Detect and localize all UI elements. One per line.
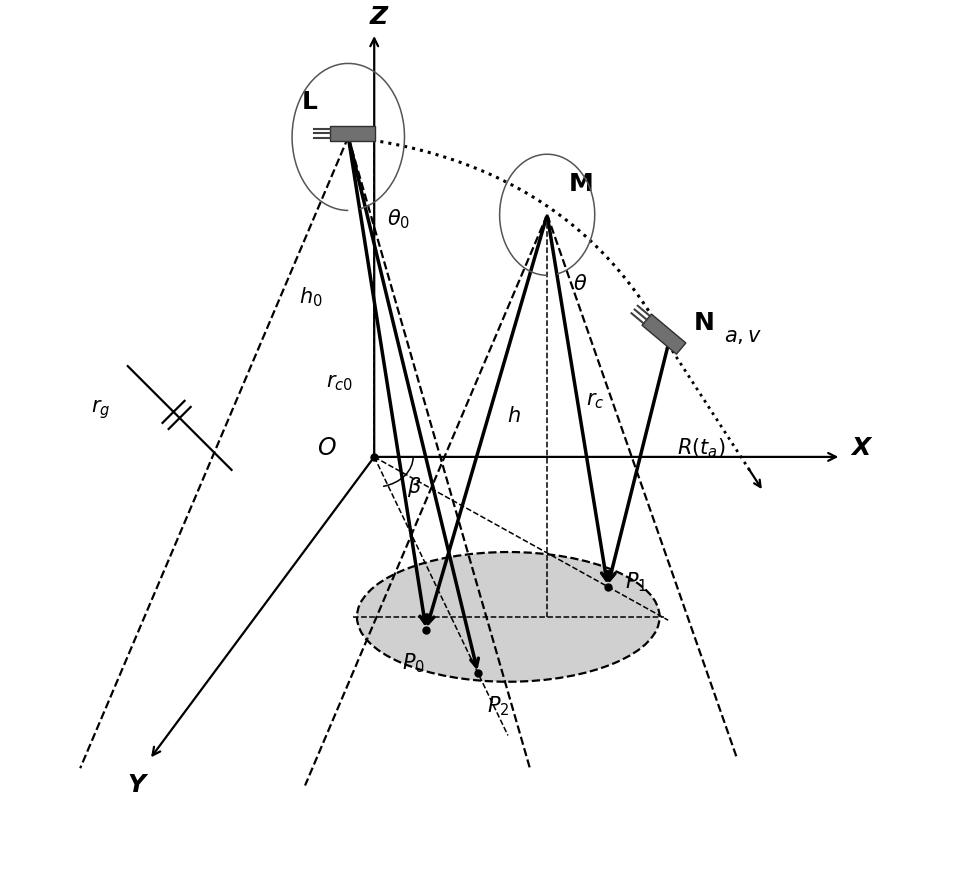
Text: $h$: $h$ [508,405,521,426]
Text: $h_0$: $h_0$ [298,285,322,309]
Text: $R(t_a)$: $R(t_a)$ [677,437,726,460]
Text: O: O [316,436,336,460]
Text: $P_1$: $P_1$ [625,570,647,594]
Text: L: L [302,91,318,114]
FancyBboxPatch shape [330,126,375,140]
Text: $\theta_0$: $\theta_0$ [387,208,410,231]
Text: X: X [852,436,871,460]
Text: $\theta$: $\theta$ [574,274,588,294]
FancyBboxPatch shape [642,314,685,354]
Text: $P_2$: $P_2$ [487,695,510,719]
Text: $r_{c0}$: $r_{c0}$ [326,373,353,393]
Text: N: N [694,310,715,335]
Text: M: M [569,173,594,196]
Text: $r_c$: $r_c$ [586,391,604,411]
Text: $a, v$: $a, v$ [725,326,763,346]
Text: $r_g$: $r_g$ [91,398,111,420]
Text: $\beta$: $\beta$ [407,475,422,499]
Text: Z: Z [369,5,387,29]
Ellipse shape [357,552,660,682]
Text: $P_0$: $P_0$ [402,651,424,675]
Text: Y: Y [127,773,145,796]
